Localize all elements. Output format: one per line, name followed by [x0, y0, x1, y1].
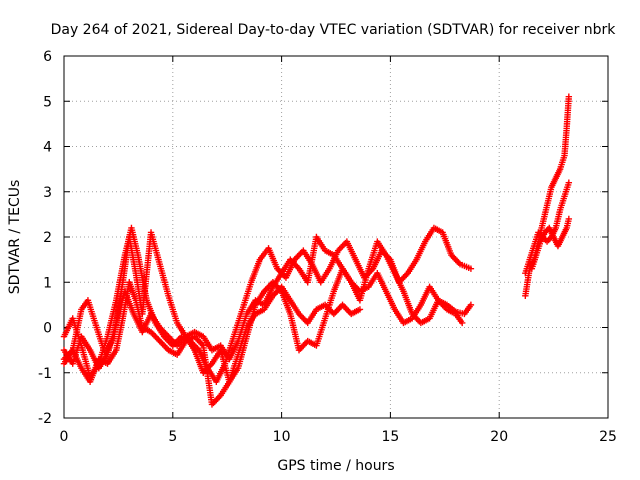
x-tick-labels: 0 5 10 15 20 25 — [60, 429, 617, 445]
x-tick-label: 5 — [168, 429, 177, 445]
plot-frame — [63, 55, 609, 419]
y-tick-label: 5 — [43, 94, 52, 110]
data-point — [356, 306, 364, 313]
grid-lines — [64, 56, 608, 418]
y-tick-label: 1 — [43, 275, 52, 291]
y-tick-label: 4 — [43, 140, 52, 156]
data-point — [565, 179, 573, 186]
series-track-g — [528, 215, 573, 272]
data-point — [467, 265, 475, 272]
data-point — [467, 301, 475, 309]
x-tick-label: 25 — [599, 429, 617, 445]
x-tick-label: 15 — [381, 429, 399, 445]
y-tick-label: -1 — [38, 366, 52, 382]
data-point — [459, 319, 466, 327]
y-tick-label: 6 — [43, 49, 52, 65]
y-tick-label: -2 — [38, 411, 52, 427]
data-points — [60, 93, 573, 408]
y-tick-label: 3 — [43, 185, 52, 201]
x-tick-label: 20 — [490, 429, 508, 445]
chart-title-group: Day 264 of 2021, Sidereal Day-to-day VTE… — [51, 22, 617, 38]
series-track-d — [60, 265, 466, 385]
y-tick-label: 2 — [43, 230, 52, 246]
y-tick-label: 0 — [43, 321, 52, 337]
x-tick-label: 0 — [60, 429, 69, 445]
chart-title: Day 264 of 2021, Sidereal Day-to-day VTE… — [51, 22, 617, 38]
data-point — [565, 93, 573, 100]
data-point — [565, 215, 573, 223]
x-tick-label: 10 — [273, 429, 291, 445]
x-axis-label: GPS time / hours — [277, 458, 394, 474]
y-axis-label: SDTVAR / TECUs — [7, 180, 23, 295]
y-tick-labels: -2 -1 0 1 2 3 4 5 6 — [38, 49, 52, 427]
